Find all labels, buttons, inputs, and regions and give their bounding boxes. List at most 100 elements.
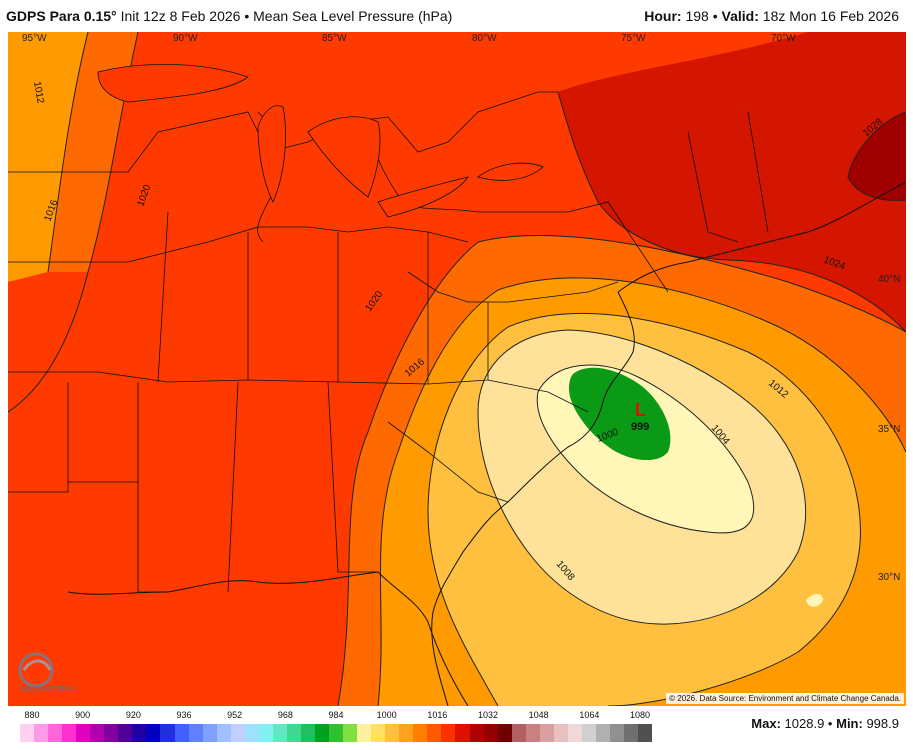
colorbar-swatch: [371, 724, 386, 742]
band-1024-ne: [558, 32, 906, 332]
colorbar-swatch: [469, 724, 484, 742]
colorbar-swatch: [104, 724, 119, 742]
valid-value: 18z Mon 16 Feb 2026: [762, 8, 899, 24]
colorbar-swatch: [62, 724, 77, 742]
colorbar-swatch: [595, 724, 610, 742]
min-value: 998.9: [866, 716, 899, 731]
lon-label-85: 85°W: [322, 33, 347, 44]
max-value: 1028.9: [784, 716, 825, 731]
low-center-symbol: L: [635, 400, 646, 420]
colorbar-swatch: [581, 724, 596, 742]
low-center-value: 999: [631, 421, 649, 433]
colorbar-swatch: [258, 724, 273, 742]
colorbar-swatch: [272, 724, 287, 742]
colorbar-swatch: [329, 724, 344, 742]
colorbar-swatch: [441, 724, 456, 742]
colorbar-swatch: [385, 724, 400, 742]
isobars: [8, 32, 906, 706]
colorbar-swatch: [118, 724, 133, 742]
coordinate-labels: 95°W 90°W 85°W 80°W 75°W 70°W 40°N 35°N …: [22, 33, 900, 583]
colorbar-swatches: [20, 724, 653, 742]
logo-icon: WEATHERBELL: [18, 652, 80, 694]
pressure-map[interactable]: 95°W 90°W 85°W 80°W 75°W 70°W 40°N 35°N …: [8, 32, 906, 706]
colorbar-swatch: [483, 724, 498, 742]
colorbar: 880 900 920 936 952 968 984 1000 1016 1032 1048 106…: [20, 710, 653, 746]
lon-label-95: 95°W: [22, 33, 47, 44]
lon-label-90: 90°W: [173, 33, 198, 44]
colorbar-swatch: [34, 724, 49, 742]
colorbar-swatch: [399, 724, 414, 742]
colorbar-swatch: [427, 724, 442, 742]
title-separator: •: [712, 8, 718, 24]
colorbar-swatch: [553, 724, 568, 742]
band-1028-ne: [848, 112, 906, 201]
lat-label-30: 30°N: [878, 572, 900, 583]
colorbar-swatch: [20, 724, 35, 742]
colorbar-swatch: [216, 724, 231, 742]
colorbar-swatch: [48, 724, 63, 742]
state-borders: [8, 91, 769, 593]
contour-label: 1012: [31, 81, 46, 105]
header-bar: GDPS Para 0.15° Init 12z 8 Feb 2026 • Me…: [0, 0, 913, 32]
colorbar-tick-label: 1016: [427, 710, 448, 720]
colorbar-ticks: 880 900 920 936 952 968 984 1000 1016 1032 1048 106…: [20, 710, 652, 722]
valid-label: Valid:: [721, 8, 759, 24]
colorbar-tick-label: 952: [227, 710, 243, 720]
colorbar-tick-label: 1032: [477, 710, 499, 720]
colorbar-tick-label: 1000: [376, 710, 397, 720]
colorbar-swatch: [314, 724, 330, 742]
colorbar-swatch: [90, 724, 105, 742]
stats-separator: •: [827, 716, 833, 731]
colorbar-tick-label: 968: [277, 710, 293, 720]
map-svg: 95°W 90°W 85°W 80°W 75°W 70°W 40°N 35°N …: [8, 32, 906, 706]
colorbar-swatch: [525, 724, 540, 742]
max-min-stats: Max: 1028.9 • Min: 998.9: [751, 716, 899, 731]
band-1008-sw: [806, 594, 823, 607]
colorbar-swatch: [343, 724, 358, 742]
title-right: Hour: 198 • Valid: 18z Mon 16 Feb 2026: [644, 8, 899, 24]
logo-text: WEATHERBELL: [20, 685, 80, 694]
colorbar-swatch: [609, 724, 625, 742]
colorbar-swatch: [567, 724, 582, 742]
colorbar-tick-label: 900: [75, 710, 91, 720]
colorbar-swatch: [497, 724, 512, 742]
colorbar-swatch: [160, 724, 175, 742]
colorbar-tick-label: 936: [176, 710, 192, 720]
colorbar-tick-label: 1080: [629, 710, 651, 720]
model-name: GDPS Para 0.15°: [6, 8, 117, 24]
coastline: [67, 181, 906, 706]
data-credit: © 2026. Data Source: Environment and Cli…: [666, 693, 904, 704]
colorbar-swatch: [188, 724, 203, 742]
colorbar-swatch: [132, 724, 147, 742]
colorbar-swatch: [511, 724, 526, 742]
colorbar-swatch: [230, 724, 245, 742]
colorbar-swatch: [638, 724, 653, 742]
great-lakes: [97, 63, 544, 218]
colorbar-swatch: [202, 724, 217, 742]
field-name: Mean Sea Level Pressure (hPa): [253, 8, 453, 24]
colorbar-tick-label: 984: [328, 710, 344, 720]
colorbar-swatch: [76, 724, 91, 742]
band-1012-west: [8, 32, 88, 282]
colorbar-swatch: [539, 724, 554, 742]
colorbar-swatch: [300, 724, 315, 742]
colorbar-swatch: [455, 724, 470, 742]
colorbar-swatch: [244, 724, 259, 742]
contour-label: 1020: [135, 183, 153, 208]
colorbar-tick-label: 880: [24, 710, 40, 720]
weatherbell-logo: WEATHERBELL: [14, 648, 86, 696]
band-996-low: [569, 367, 671, 461]
contour-label: 1020: [363, 289, 385, 314]
colorbar-tick-label: 1064: [579, 710, 600, 720]
min-label: Min:: [836, 716, 863, 731]
colorbar-tick-label: 1048: [528, 710, 549, 720]
hour-value: 198: [685, 8, 709, 24]
lon-label-70: 70°W: [771, 33, 796, 44]
init-time: Init 12z 8 Feb 2026: [120, 8, 241, 24]
lon-label-75: 75°W: [621, 33, 646, 44]
colorbar-swatch: [413, 724, 428, 742]
colorbar-swatch: [357, 724, 372, 742]
colorbar-swatch: [146, 724, 161, 742]
hour-label: Hour:: [644, 8, 682, 24]
colorbar-swatch: [624, 724, 639, 742]
